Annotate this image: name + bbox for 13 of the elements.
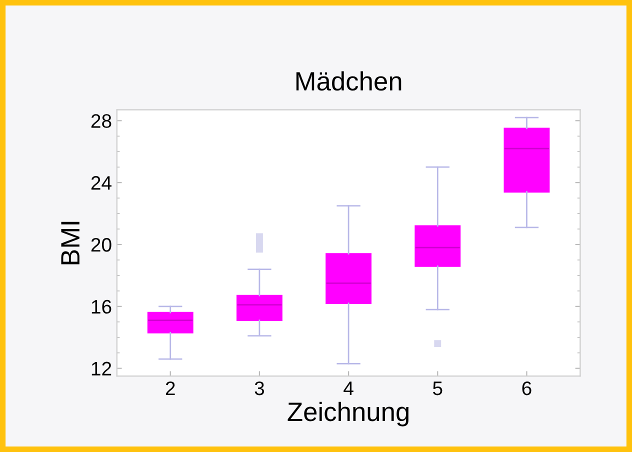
y-tick-label: 20: [91, 238, 112, 252]
y-tick-label: 28: [91, 114, 112, 128]
x-tick-label: 5: [433, 382, 442, 396]
x-tick-label: 6: [522, 381, 532, 396]
x-tick-label: 2: [166, 381, 175, 396]
y-tick-label: 16: [92, 300, 112, 314]
y-axis-title: BMI: [61, 222, 80, 264]
y-tick-label: 24: [91, 176, 112, 190]
x-tick-label: 3: [254, 381, 264, 396]
chart-title: Mädchen: [296, 71, 402, 91]
y-tick-label: 12: [92, 362, 112, 376]
x-axis-title: Zeichnung: [288, 402, 408, 426]
x-tick-label: 4: [344, 382, 354, 396]
